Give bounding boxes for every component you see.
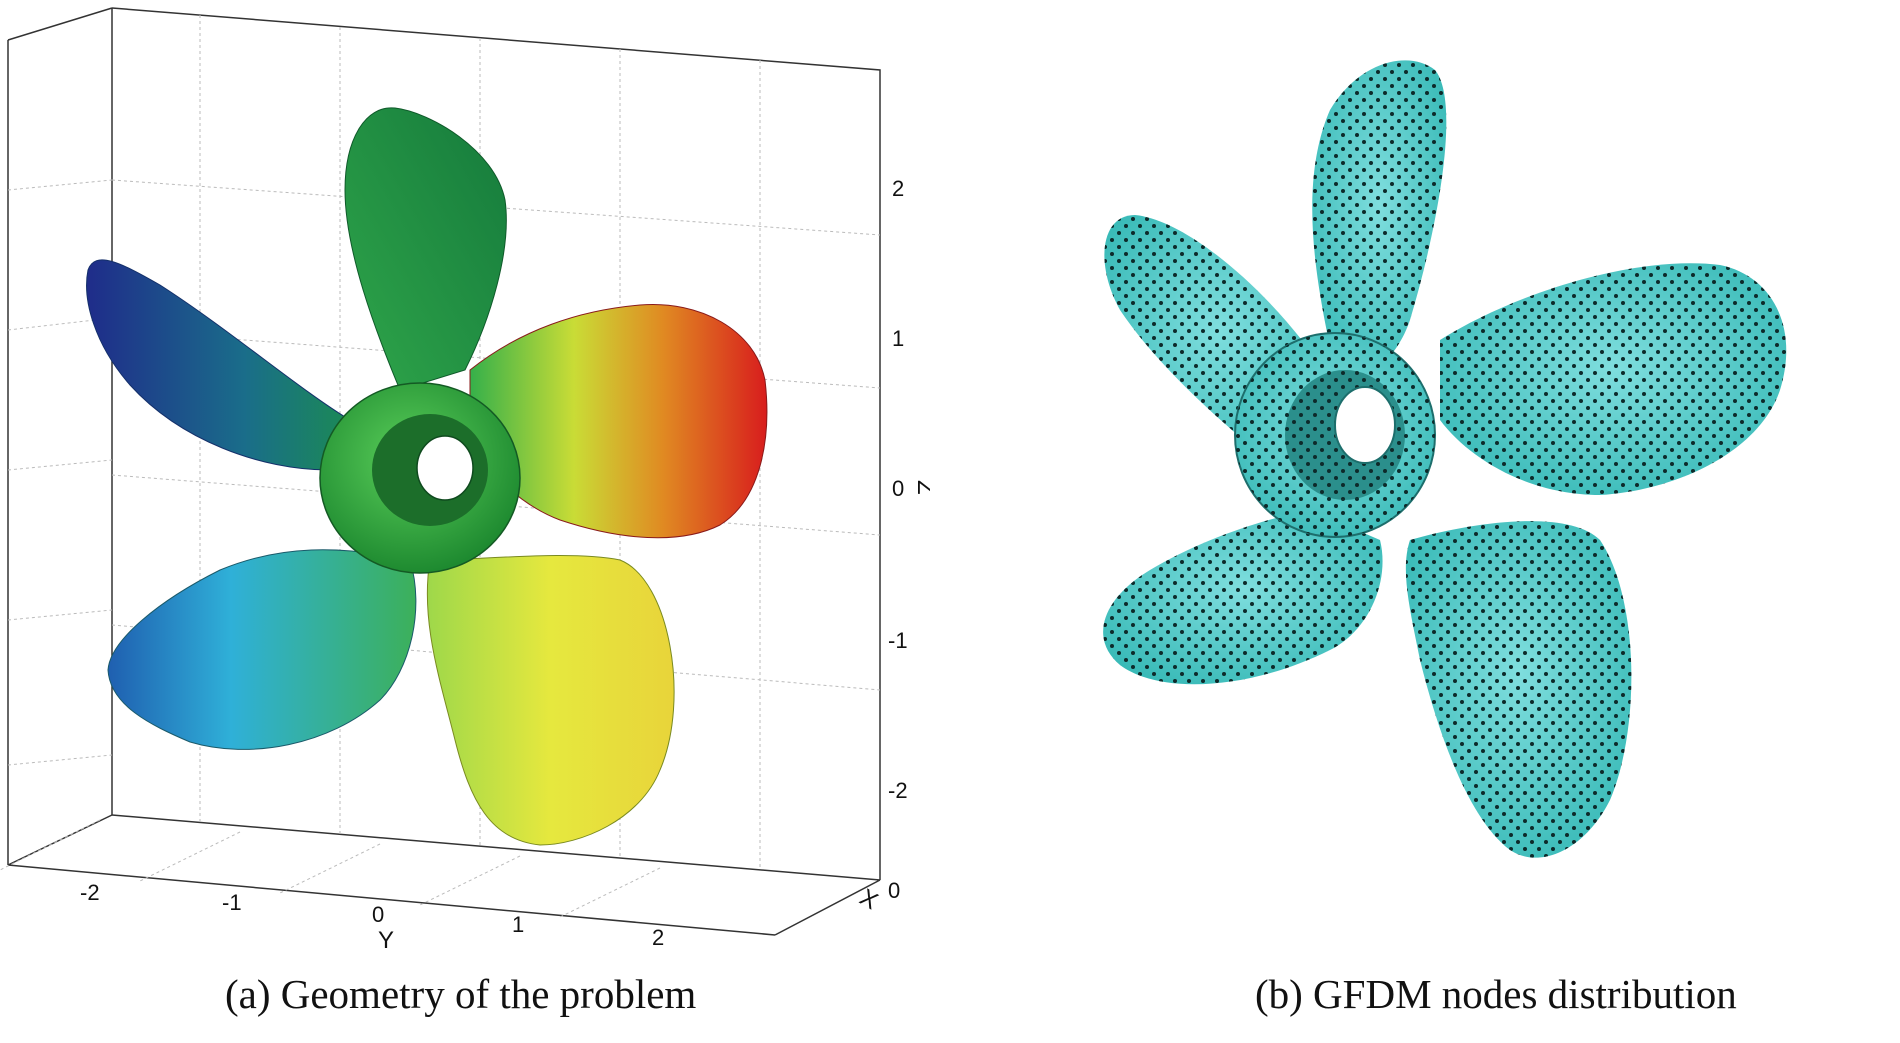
y-tick: -2	[80, 880, 100, 905]
nodes-plot	[1103, 60, 1787, 858]
propeller-geometry	[86, 107, 768, 846]
z-tick: 2	[892, 176, 904, 201]
caption-a: (a) Geometry of the problem	[225, 971, 697, 1017]
hub-nodes	[1234, 332, 1436, 538]
x-tick: 0	[888, 878, 900, 903]
z-tick: -1	[888, 628, 908, 653]
y-axis-label: Y	[378, 927, 394, 954]
y-tick: -1	[222, 890, 242, 915]
blade-lower-right-nodes	[1405, 521, 1632, 858]
caption-b: (b) GFDM nodes distribution	[1255, 971, 1737, 1017]
y-tick: 0	[372, 902, 384, 927]
y-tick: 1	[512, 912, 524, 937]
axes-box	[7, 7, 881, 936]
blade-left	[86, 259, 351, 471]
blade-lower-left	[107, 549, 417, 750]
blade-right	[469, 303, 768, 539]
blade-lower-left-nodes	[1103, 510, 1383, 685]
blade-right-nodes	[1440, 263, 1787, 495]
z-tick: 0	[892, 476, 904, 501]
y-tick: 2	[652, 925, 664, 950]
x-axis-label: X	[855, 884, 882, 915]
z-tick: -2	[888, 778, 908, 803]
hub-hole	[416, 435, 474, 501]
z-tick: 1	[892, 326, 904, 351]
z-axis-ticks: 2 1 0 -1 -2	[888, 176, 908, 803]
propeller-nodes	[1103, 60, 1787, 858]
z-axis-label: Z	[912, 480, 930, 495]
blade-lower-right	[426, 555, 675, 846]
geometry-plot: 2 1 0 -1 -2 Z -2 -1 0 1 2 Y 0 X	[0, 7, 930, 954]
blade-top	[344, 107, 507, 391]
blade-top-nodes	[1312, 60, 1447, 381]
y-axis-ticks: -2 -1 0 1 2	[80, 880, 664, 950]
